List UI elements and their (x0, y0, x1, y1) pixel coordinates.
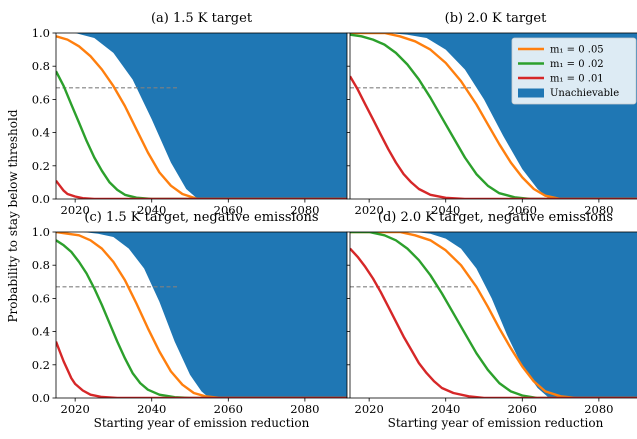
plot-area (56, 33, 347, 199)
series-line-m02 (56, 70, 347, 199)
panel-title: (b) 2.0 K target (445, 11, 547, 26)
x-tick-label: 2020 (61, 203, 90, 217)
y-tick-label: 0.8 (32, 258, 50, 272)
y-tick-label: 0.2 (32, 358, 50, 372)
x-tick-label: 2080 (584, 402, 613, 416)
unachievable-region (56, 232, 347, 398)
y-tick-label: 0.2 (32, 159, 50, 173)
plot-area (56, 232, 347, 398)
x-tick-label: 2080 (290, 402, 319, 416)
y-tick-label: 0.0 (32, 391, 50, 405)
y-tick-label: 0.6 (32, 291, 50, 305)
x-tick-label: 2060 (508, 402, 537, 416)
axes-frame (55, 32, 348, 200)
legend-label-m02: m₁ = 0 .02 (550, 59, 604, 70)
y-tick-label: 1.0 (32, 26, 50, 40)
panel-title: (c) 1.5 K target, negative emissions (84, 210, 318, 225)
legend-label-m01: m₁ = 0 .01 (550, 74, 604, 85)
axes-frame (349, 231, 637, 399)
legend: m₁ = 0 .05 m₁ = 0 .02 m₁ = 0 .01 Unachievab… (511, 37, 637, 105)
x-tick-label: 2080 (584, 203, 613, 217)
series-line-m01 (350, 75, 637, 199)
x-tick-label: 2040 (137, 203, 166, 217)
x-tick-label: 2040 (431, 402, 460, 416)
panel-a: 2020 2040 2060 2080 0.0 0.2 0.4 0.6 0.8 1.0 (a) 1.… (32, 11, 348, 217)
series-line-m05 (56, 35, 347, 199)
y-tick-label: 0.8 (32, 59, 50, 73)
x-axis-label: Starting year of emission reduction (94, 416, 310, 430)
x-tick-label: 2020 (355, 402, 384, 416)
plot-area (350, 232, 637, 398)
series-line-m02 (350, 33, 637, 199)
x-tick-label: 2040 (137, 402, 166, 416)
y-tick-label: 0.4 (32, 325, 50, 339)
legend-label-unachievable: Unachievable (550, 88, 619, 99)
x-tick-label: 2080 (290, 203, 319, 217)
axes-frame (349, 32, 637, 200)
x-tick-label: 2060 (214, 402, 243, 416)
chart-panels: 2020 2040 2060 2080 0.0 0.2 0.4 0.6 0.8 1.0 (a) 1.… (32, 11, 637, 430)
x-tick-label: 2040 (431, 203, 460, 217)
axes-frame (55, 231, 348, 399)
unachievable-region (56, 33, 347, 199)
series-line-m02 (56, 239, 347, 398)
series-line-m02 (350, 232, 637, 398)
x-tick-label: 2020 (61, 402, 90, 416)
legend-box (511, 37, 637, 105)
series-line-m05 (350, 33, 637, 199)
y-tick-label: 0.4 (32, 126, 50, 140)
x-tick-label: 2060 (214, 203, 243, 217)
panel-title: (d) 2.0 K target, negative emissions (378, 210, 613, 225)
series-line-m01 (56, 341, 347, 398)
panel-d: 2020 2040 2060 2080 (d) 2.0 K target, negati… (346, 210, 637, 430)
series-line-m05 (56, 232, 347, 398)
unachievable-region (350, 232, 637, 398)
x-tick-label: 2060 (508, 203, 537, 217)
panel-c: 2020 2040 2060 2080 0.0 0.2 0.4 0.6 0.8 1.0 (c) 1.… (32, 210, 348, 430)
y-tick-label: 0.0 (32, 192, 50, 206)
x-axis-label: Starting year of emission reduction (388, 416, 604, 430)
y-axis-label: Probability to stay below threshold (6, 109, 20, 322)
legend-label-m05: m₁ = 0 .05 (550, 45, 604, 56)
y-tick-label: 0.6 (32, 92, 50, 106)
series-line-m05 (350, 232, 637, 398)
legend-swatch-unachievable (518, 88, 544, 98)
x-tick-label: 2020 (355, 203, 384, 217)
series-line-m01 (350, 247, 637, 398)
panel-title: (a) 1.5 K target (151, 11, 253, 26)
y-tick-label: 1.0 (32, 225, 50, 239)
